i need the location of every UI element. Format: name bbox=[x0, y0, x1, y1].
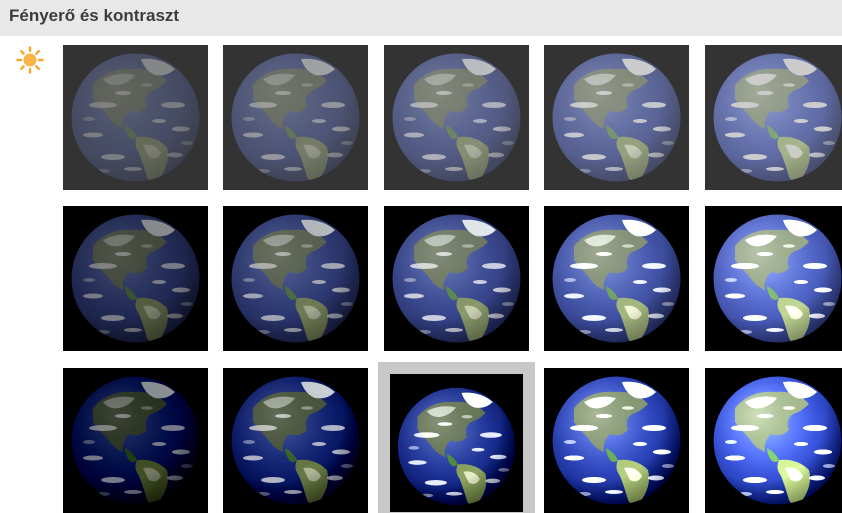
earth-image bbox=[705, 206, 842, 351]
earth-image bbox=[63, 368, 208, 513]
preset-thumbnail[interactable] bbox=[223, 45, 368, 190]
preset-thumbnail[interactable] bbox=[384, 206, 529, 351]
preset-thumbnail[interactable] bbox=[63, 368, 208, 513]
preset-thumbnail[interactable] bbox=[378, 362, 535, 513]
earth-image bbox=[223, 45, 368, 190]
earth-image bbox=[63, 206, 208, 351]
preset-thumbnail[interactable] bbox=[223, 368, 368, 513]
earth-image bbox=[223, 368, 368, 513]
earth-image bbox=[544, 368, 689, 513]
earth-image bbox=[384, 206, 529, 351]
preset-thumbnail[interactable] bbox=[223, 206, 368, 351]
section-title: Fényerő és kontraszt bbox=[9, 6, 180, 25]
preset-thumbnail[interactable] bbox=[705, 368, 842, 513]
earth-image bbox=[544, 206, 689, 351]
preset-thumbnail[interactable] bbox=[705, 45, 842, 190]
sun-icon bbox=[16, 46, 44, 74]
preset-thumbnail[interactable] bbox=[384, 45, 529, 190]
earth-image bbox=[705, 368, 842, 513]
earth-image bbox=[390, 374, 523, 512]
preset-thumbnail[interactable] bbox=[63, 206, 208, 351]
earth-image bbox=[705, 45, 842, 190]
preset-thumbnail[interactable] bbox=[544, 206, 689, 351]
earth-image bbox=[63, 45, 208, 190]
preset-thumbnail[interactable] bbox=[544, 45, 689, 190]
preset-thumbnail[interactable] bbox=[544, 368, 689, 513]
earth-image bbox=[544, 45, 689, 190]
section-header: Fényerő és kontraszt bbox=[0, 0, 842, 36]
earth-image bbox=[223, 206, 368, 351]
earth-image bbox=[384, 45, 529, 190]
preset-thumbnail[interactable] bbox=[63, 45, 208, 190]
preset-thumbnail[interactable] bbox=[705, 206, 842, 351]
